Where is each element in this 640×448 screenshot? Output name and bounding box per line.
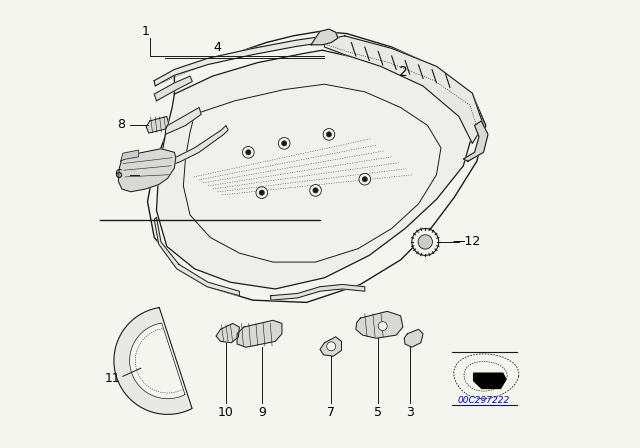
Text: 8: 8: [116, 118, 125, 131]
Circle shape: [378, 322, 387, 331]
Text: 3: 3: [406, 405, 413, 419]
Circle shape: [359, 173, 371, 185]
Polygon shape: [320, 337, 342, 356]
Polygon shape: [216, 323, 239, 343]
Polygon shape: [356, 311, 403, 338]
Text: 1: 1: [141, 25, 149, 38]
Circle shape: [259, 190, 264, 195]
Circle shape: [326, 132, 332, 137]
Circle shape: [243, 146, 254, 158]
Polygon shape: [148, 31, 486, 302]
Circle shape: [327, 342, 336, 351]
Polygon shape: [114, 307, 192, 414]
Text: 6: 6: [115, 168, 122, 181]
Circle shape: [278, 138, 290, 149]
Circle shape: [246, 150, 251, 155]
Polygon shape: [121, 150, 139, 161]
Text: 9: 9: [258, 405, 266, 419]
Circle shape: [313, 188, 318, 193]
Text: 5: 5: [374, 405, 382, 419]
Polygon shape: [404, 329, 423, 347]
Polygon shape: [165, 108, 202, 134]
Circle shape: [256, 187, 268, 198]
Polygon shape: [463, 121, 488, 161]
Text: 4: 4: [213, 40, 221, 54]
Polygon shape: [159, 125, 228, 170]
Polygon shape: [324, 36, 484, 143]
Text: 00C297222: 00C297222: [458, 396, 509, 405]
Polygon shape: [157, 50, 472, 289]
Circle shape: [412, 228, 439, 255]
Text: —12: —12: [452, 235, 481, 249]
Text: 10: 10: [218, 405, 234, 419]
Polygon shape: [146, 116, 168, 133]
Polygon shape: [474, 373, 506, 388]
Polygon shape: [118, 149, 176, 192]
Polygon shape: [154, 37, 323, 86]
Circle shape: [362, 177, 367, 182]
Text: 11: 11: [105, 372, 121, 385]
Polygon shape: [271, 284, 365, 300]
Circle shape: [282, 141, 287, 146]
Circle shape: [310, 185, 321, 196]
Text: 7: 7: [327, 405, 335, 419]
Circle shape: [323, 129, 335, 140]
Polygon shape: [311, 29, 338, 45]
Polygon shape: [154, 76, 192, 101]
Polygon shape: [154, 217, 239, 296]
Text: 2: 2: [399, 65, 407, 79]
Polygon shape: [237, 320, 282, 347]
Polygon shape: [184, 84, 441, 262]
Circle shape: [418, 235, 433, 249]
